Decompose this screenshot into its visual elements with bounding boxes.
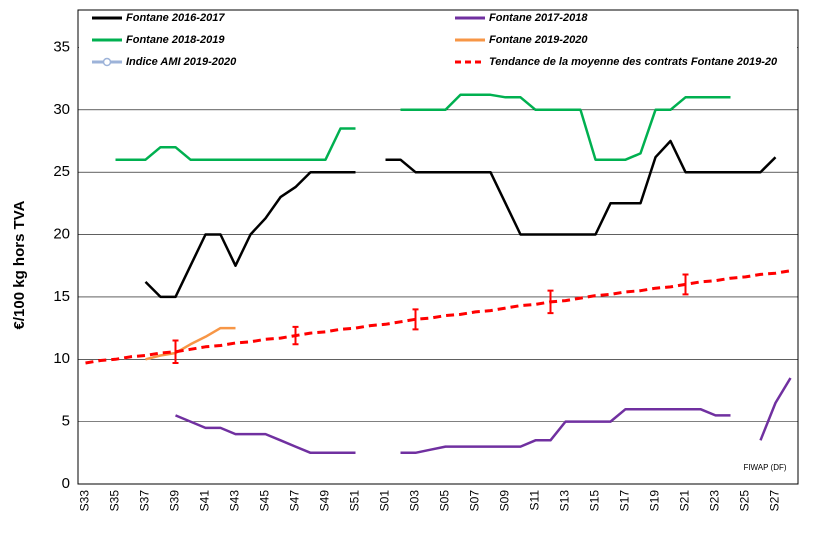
- x-tick-label: S51: [348, 490, 362, 512]
- series-line: [115, 93, 731, 161]
- x-tick-label: S07: [468, 490, 482, 512]
- annotation: FIWAP (DF): [743, 463, 786, 472]
- legend-label: Fontane 2016-2017: [126, 12, 225, 24]
- x-tick-label: S27: [768, 490, 782, 512]
- y-tick-label: 5: [62, 413, 70, 430]
- legend-box: [79, 11, 797, 75]
- y-tick-label: 30: [53, 101, 70, 118]
- x-tick-label: S25: [738, 490, 752, 512]
- y-tick-label: 10: [53, 350, 70, 367]
- x-tick-label: S17: [618, 490, 632, 512]
- x-tick-label: S01: [378, 490, 392, 512]
- legend-label: Fontane 2019-2020: [489, 34, 588, 46]
- x-tick-label: S47: [288, 490, 302, 512]
- x-tick-label: S09: [498, 490, 512, 512]
- x-tick-label: S21: [678, 490, 692, 512]
- x-tick-label: S45: [258, 490, 272, 512]
- y-tick-label: 15: [53, 288, 70, 305]
- legend-marker: [102, 57, 112, 67]
- x-tick-label: S11: [528, 490, 542, 511]
- legend-label: Tendance de la moyenne des contrats Font…: [489, 56, 778, 68]
- series-line: [144, 139, 777, 299]
- y-tick-label: 20: [53, 225, 70, 242]
- error-bar: [547, 289, 554, 315]
- legend-label: Indice AMI 2019-2020: [126, 56, 237, 68]
- x-tick-label: S49: [318, 490, 332, 512]
- x-tick-label: S37: [138, 490, 152, 512]
- y-tick-label: 35: [53, 38, 70, 55]
- x-tick-label: S19: [648, 490, 662, 512]
- x-tick-label: S35: [108, 490, 122, 512]
- y-axis-label: €/100 kg hors TVA: [11, 200, 28, 329]
- x-tick-label: S41: [198, 490, 212, 512]
- x-tick-label: S23: [708, 490, 722, 512]
- series-line: [175, 377, 792, 455]
- error-bar: [682, 273, 689, 296]
- legend-label: Fontane 2017-2018: [489, 12, 588, 24]
- error-bar: [172, 339, 179, 365]
- x-tick-label: S39: [168, 490, 182, 512]
- y-tick-label: 0: [62, 475, 70, 492]
- x-tick-label: S13: [558, 490, 572, 512]
- x-tick-label: S03: [408, 490, 422, 512]
- legend-label: Fontane 2018-2019: [126, 34, 225, 46]
- legend: Fontane 2016-2017 Fontane 2017-2018 Fontan…: [79, 11, 797, 75]
- y-tick-label: 25: [53, 163, 70, 180]
- x-tick-label: S33: [78, 490, 92, 512]
- x-tick-label: S05: [438, 490, 452, 512]
- x-tick-label: S15: [588, 490, 602, 512]
- error-bar: [292, 325, 299, 346]
- error-bar: [412, 308, 419, 331]
- plot-area: [77, 9, 799, 485]
- series-line: [145, 326, 236, 361]
- x-tick-label: S43: [228, 490, 242, 512]
- trend-line: [85, 269, 791, 365]
